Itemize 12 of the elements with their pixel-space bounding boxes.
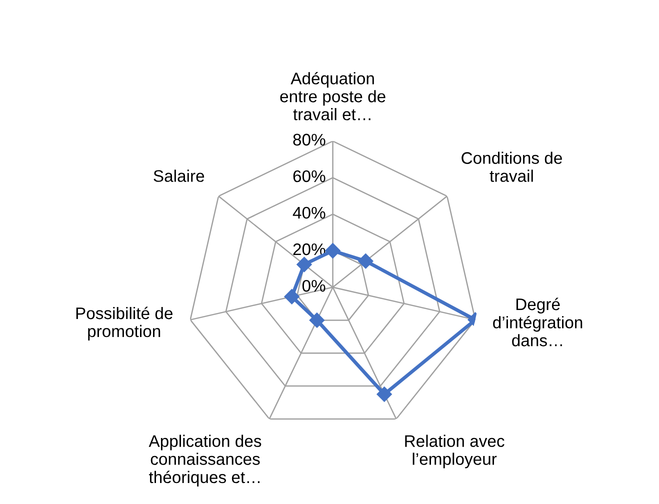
spoke-label: Application des connaissances théoriques et… bbox=[148, 434, 262, 486]
spoke-label: Conditions de travail bbox=[462, 152, 562, 182]
y-tick-label: 20% bbox=[293, 243, 326, 256]
spoke-label: Adéquation entre poste de travail et… bbox=[280, 72, 386, 120]
y-tick-label: 60% bbox=[293, 170, 326, 182]
y-tick-label: 40% bbox=[292, 206, 326, 219]
spoke-label: Possibilité de promotion bbox=[76, 306, 172, 340]
spoke-label: Relation avec l’employeur bbox=[405, 434, 504, 468]
spoke-label: Salaire bbox=[154, 170, 204, 182]
y-tick-label: 0% bbox=[302, 280, 326, 292]
y-tick-label: 80% bbox=[293, 134, 326, 146]
spoke-label: Degré d’intégration dans… bbox=[493, 298, 582, 346]
